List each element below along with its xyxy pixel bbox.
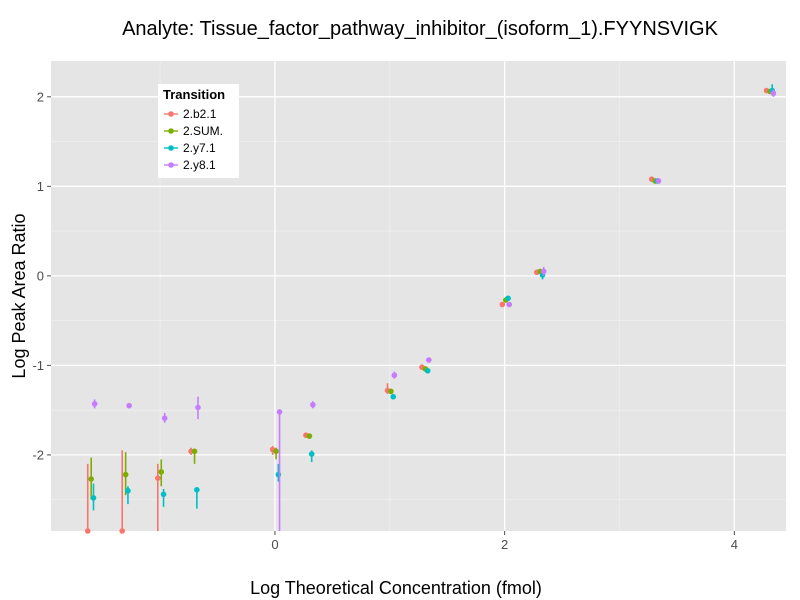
data-point [125, 487, 131, 494]
legend-key-point [168, 128, 174, 134]
y-axis: -2 -1 0 1 2 [32, 89, 51, 462]
grid-minor [51, 61, 786, 531]
legend-label: 2.SUM. [183, 124, 223, 138]
data-point [390, 393, 397, 400]
data-point [306, 433, 313, 439]
x-axis-title: Log Theoretical Concentration (fmol) [250, 578, 542, 598]
y-tick-label: 1 [37, 179, 44, 194]
chart-title: Analyte: Tissue_factor_pathway_inhibitor… [122, 18, 718, 40]
data-point [770, 90, 777, 97]
legend-label: 2.b2.1 [183, 107, 217, 121]
data-point [122, 471, 129, 478]
series-2.b2.1 [84, 87, 770, 534]
y-tick-label: 0 [37, 268, 44, 283]
x-axis: 0 2 4 [271, 531, 738, 552]
data-point [84, 528, 91, 534]
legend-label: 2.y7.1 [183, 141, 216, 155]
data-point [273, 448, 279, 455]
data-marks [84, 84, 777, 534]
y-axis-title: Log Peak Area Ratio [9, 213, 29, 378]
y-tick-label: -2 [32, 447, 44, 462]
y-tick-label: 2 [37, 89, 44, 104]
data-point [195, 404, 201, 411]
data-point [275, 471, 282, 478]
data-point [276, 409, 283, 415]
legend-key-point [168, 145, 174, 151]
data-point [194, 487, 200, 493]
data-point [655, 178, 662, 184]
data-point [160, 491, 167, 498]
legend-title: Transition [163, 87, 225, 102]
series-2.y8.1 [91, 89, 777, 531]
data-point [308, 451, 315, 457]
data-point [505, 295, 511, 302]
legend-key-point [168, 111, 174, 117]
data-point [119, 528, 126, 534]
legend-key-point [168, 162, 174, 168]
data-point [424, 367, 431, 374]
y-tick-label: -1 [32, 358, 44, 373]
data-point [540, 268, 547, 275]
data-point [310, 401, 316, 408]
data-point [158, 469, 165, 475]
data-point [426, 357, 432, 363]
data-point [388, 388, 394, 395]
legend: Transition 2.b2.1 2.SUM. 2.y7.1 2.y8.1 [158, 84, 239, 178]
data-point [90, 495, 97, 501]
x-tick-label: 4 [731, 537, 738, 552]
data-point [91, 401, 98, 407]
data-point [161, 415, 168, 422]
data-point [191, 448, 198, 455]
data-point [506, 301, 513, 308]
data-point [126, 402, 132, 409]
legend-label: 2.y8.1 [183, 158, 216, 172]
x-tick-label: 2 [501, 537, 508, 552]
data-point [499, 301, 506, 308]
legend-items: 2.b2.1 2.SUM. 2.y7.1 2.y8.1 [164, 107, 223, 172]
data-point [391, 372, 398, 379]
data-point [155, 475, 161, 481]
x-tick-label: 0 [271, 537, 278, 552]
data-point [88, 476, 94, 482]
